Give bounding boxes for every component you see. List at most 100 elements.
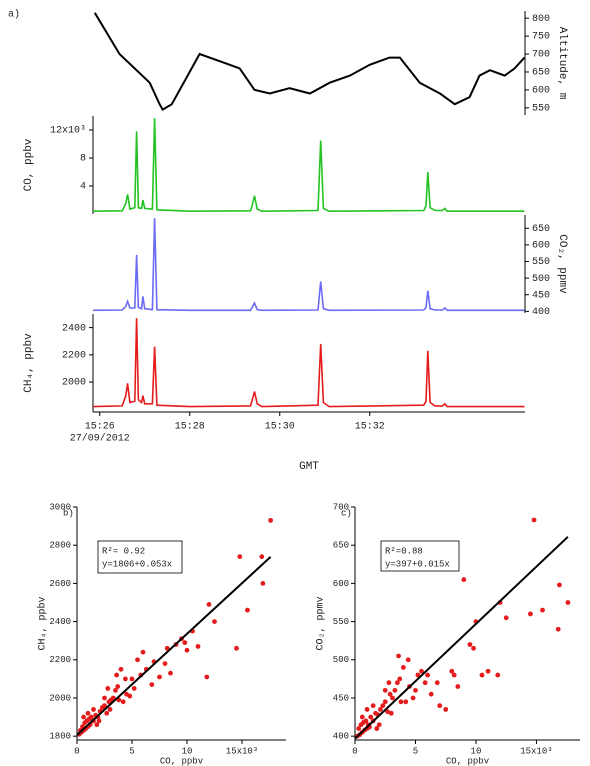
scatter-point: [234, 645, 239, 651]
scatter-point: [363, 718, 369, 724]
scatter-point: [485, 668, 491, 674]
x-tick-label: 15:26: [85, 422, 115, 433]
scatter-point: [425, 672, 430, 678]
y-tick-label: 550: [532, 257, 550, 268]
scatter-point: [528, 611, 533, 617]
y-axis-label: CO₂, ppmv: [556, 234, 568, 294]
scatter-point: [212, 619, 217, 624]
scatter-point: [157, 674, 162, 680]
scatter-point: [419, 668, 424, 674]
scatter-point: [410, 695, 416, 701]
scatter-point: [129, 676, 135, 682]
scatter-point: [387, 691, 393, 697]
scatter-point: [449, 668, 455, 674]
scatter-point: [388, 710, 394, 716]
scatter-point: [123, 676, 128, 682]
y-tick-label: 400: [532, 307, 550, 318]
scatter-point: [140, 649, 146, 655]
scatter-point: [437, 703, 443, 709]
scatter-point: [184, 647, 190, 653]
scatter-point: [85, 710, 91, 716]
x-tick-label: 0: [74, 746, 79, 756]
scatter-point: [557, 582, 562, 588]
scatter-point: [81, 714, 86, 720]
y-tick-label: 600: [532, 241, 550, 252]
y-tick-label: 2000: [49, 693, 71, 703]
scatter-point: [392, 687, 398, 693]
scatter-point: [120, 699, 126, 705]
y-tick-label: 450: [333, 693, 349, 703]
y-tick-label: 800: [532, 14, 550, 25]
x-axis-label: GMT: [299, 461, 319, 473]
scatter-point: [376, 722, 382, 728]
scatter-point: [164, 645, 170, 651]
scatter-point: [105, 686, 111, 691]
scatter-point: [382, 687, 388, 693]
scatter-point: [107, 707, 113, 712]
y-tick-label: 700: [333, 502, 349, 512]
scatter-point: [195, 644, 201, 649]
x-tick-label: 0: [352, 746, 357, 756]
y-tick-label: 650: [532, 68, 550, 79]
scatter-point: [451, 672, 457, 678]
scatter-point: [162, 661, 168, 667]
panel-label: c): [341, 508, 352, 518]
fit-line: [76, 556, 272, 736]
scatter-point: [102, 695, 107, 701]
fit-equation: y=1806+0.053x: [102, 559, 172, 569]
y-tick-label: 4: [80, 182, 86, 193]
scatter-point: [428, 691, 434, 697]
scatter-point: [396, 653, 401, 659]
line-series: [93, 12, 526, 111]
date-label: 27/09/2012: [70, 433, 130, 445]
y-tick-label: 2000: [62, 378, 86, 389]
scatter-point: [540, 607, 545, 613]
y-tick-label: 500: [532, 274, 550, 285]
scatter-point: [397, 676, 403, 682]
scatter-point: [455, 684, 461, 689]
scatter-point: [434, 680, 440, 686]
scatter-point: [413, 687, 418, 693]
scatter-point: [91, 707, 96, 712]
fit-equation: y=397+0.015x: [385, 559, 450, 569]
y-axis-label: CO₂, ppmv: [316, 596, 327, 650]
y-tick-label: 2200: [49, 655, 71, 665]
scatter-point: [149, 682, 155, 688]
y-tick-label: 600: [532, 86, 550, 97]
scatter-point: [370, 703, 376, 709]
scatter-point: [96, 718, 102, 724]
y-tick-label: 2400: [62, 323, 86, 334]
scatter-point: [102, 703, 107, 709]
fit-r2: R²=0.88: [385, 546, 423, 556]
scatter-point: [415, 672, 421, 678]
scatter-point: [390, 695, 395, 701]
scatter-point: [237, 554, 243, 560]
y-tick-label: 3000: [49, 502, 71, 512]
fit-box: [97, 540, 183, 574]
x-tick-label: 15:28: [175, 422, 205, 433]
scatter-point: [386, 680, 392, 686]
scatter-point: [118, 666, 124, 672]
scatter-point: [115, 684, 121, 689]
y-tick-label: 2800: [49, 541, 71, 551]
y-axis-label: CH₄, ppbv: [37, 596, 49, 650]
line-series: [92, 318, 525, 408]
y-tick-label: 450: [532, 290, 550, 301]
line-series: [92, 118, 525, 213]
panel-label: b): [63, 508, 74, 518]
y-tick-label: 550: [532, 103, 550, 114]
y-tick-label: 2200: [62, 350, 86, 361]
y-tick-label: 12x10³: [50, 126, 86, 137]
x-tick-label: 5: [413, 746, 418, 756]
scatter-point: [382, 699, 388, 705]
x-tick-label: 15:30: [265, 422, 295, 433]
scatter-point: [368, 714, 374, 720]
fit-r2: R²= 0.92: [102, 546, 145, 556]
scatter-point: [374, 726, 380, 731]
y-tick-label: 650: [333, 541, 349, 551]
line-series: [92, 218, 525, 312]
x-tick-label: 15:32: [355, 422, 385, 433]
scatter-point: [88, 714, 94, 720]
x-tick-label: 15x10³: [226, 746, 258, 756]
